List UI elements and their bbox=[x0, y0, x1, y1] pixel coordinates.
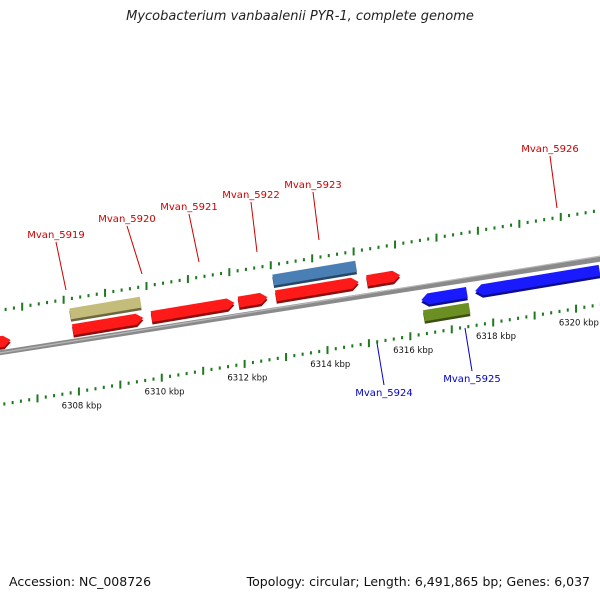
gene-label-mvan-5920: Mvan_5920 bbox=[98, 214, 155, 225]
feature-box-tan bbox=[69, 296, 142, 320]
genome-backbone-highlight bbox=[0, 255, 600, 354]
gene-label-mvan-5925: Mvan_5925 bbox=[443, 374, 500, 385]
gene-leader-line bbox=[250, 201, 258, 253]
feature-box-steelblue bbox=[272, 260, 357, 286]
gene-label-mvan-5922: Mvan_5922 bbox=[222, 190, 279, 201]
gene-arrow-mvan-5919 bbox=[72, 313, 144, 336]
genome-backbone bbox=[0, 255, 600, 356]
genome-summary-text: Topology: circular; Length: 6,491,865 bp… bbox=[246, 574, 590, 589]
accession-text: Accession: NC_008726 bbox=[9, 574, 152, 589]
gene-leader-line bbox=[126, 225, 143, 275]
tick-label-6308: 6308 kbp bbox=[62, 401, 102, 411]
gene-arrow-mvan-5925 bbox=[475, 264, 600, 296]
feature-track bbox=[0, 260, 600, 350]
gene-leader-line bbox=[55, 241, 67, 291]
gene-arrow-mvan-5920 bbox=[150, 298, 235, 322]
tick-label-6312: 6312 kbp bbox=[227, 374, 267, 384]
gene-arrow bbox=[0, 335, 11, 348]
genome-title: Mycobacterium vanbaalenii PYR-1, complet… bbox=[126, 9, 474, 24]
upper-tick-track bbox=[4, 209, 595, 312]
gene-leader-line bbox=[464, 327, 473, 372]
feature-box-olive bbox=[423, 302, 471, 322]
tick-label-6316: 6316 kbp bbox=[393, 346, 433, 356]
gene-arrow-mvan-5921 bbox=[237, 292, 268, 308]
gene-leader-line bbox=[376, 342, 385, 386]
tick-label-6318: 6318 kbp bbox=[476, 332, 516, 342]
gene-leader-line bbox=[549, 155, 558, 209]
lower-tick-track bbox=[3, 302, 600, 406]
tick-label-6320: 6320 kbp bbox=[559, 318, 599, 328]
gene-label-mvan-5919: Mvan_5919 bbox=[27, 230, 84, 241]
gene-arrow-mvan-5924 bbox=[421, 287, 468, 305]
gene-leader-line bbox=[312, 191, 320, 241]
tick-label-6310: 6310 kbp bbox=[145, 387, 185, 397]
gene-arrow-mvan-5923 bbox=[366, 270, 401, 287]
gene-label-layer: 6308 kbp 6310 kbp 6312 kbp 6314 kbp 6316 kbp… bbox=[27, 144, 599, 411]
gene-arrow-mvan-5922 bbox=[275, 277, 359, 302]
gene-label-mvan-5923: Mvan_5923 bbox=[284, 180, 341, 191]
gene-leader-line bbox=[188, 213, 200, 263]
tick-label-6314: 6314 kbp bbox=[310, 360, 350, 370]
gene-label-mvan-5924: Mvan_5924 bbox=[355, 388, 412, 399]
gene-label-mvan-5921: Mvan_5921 bbox=[160, 202, 217, 213]
gene-label-mvan-5926: Mvan_5926 bbox=[521, 144, 578, 155]
